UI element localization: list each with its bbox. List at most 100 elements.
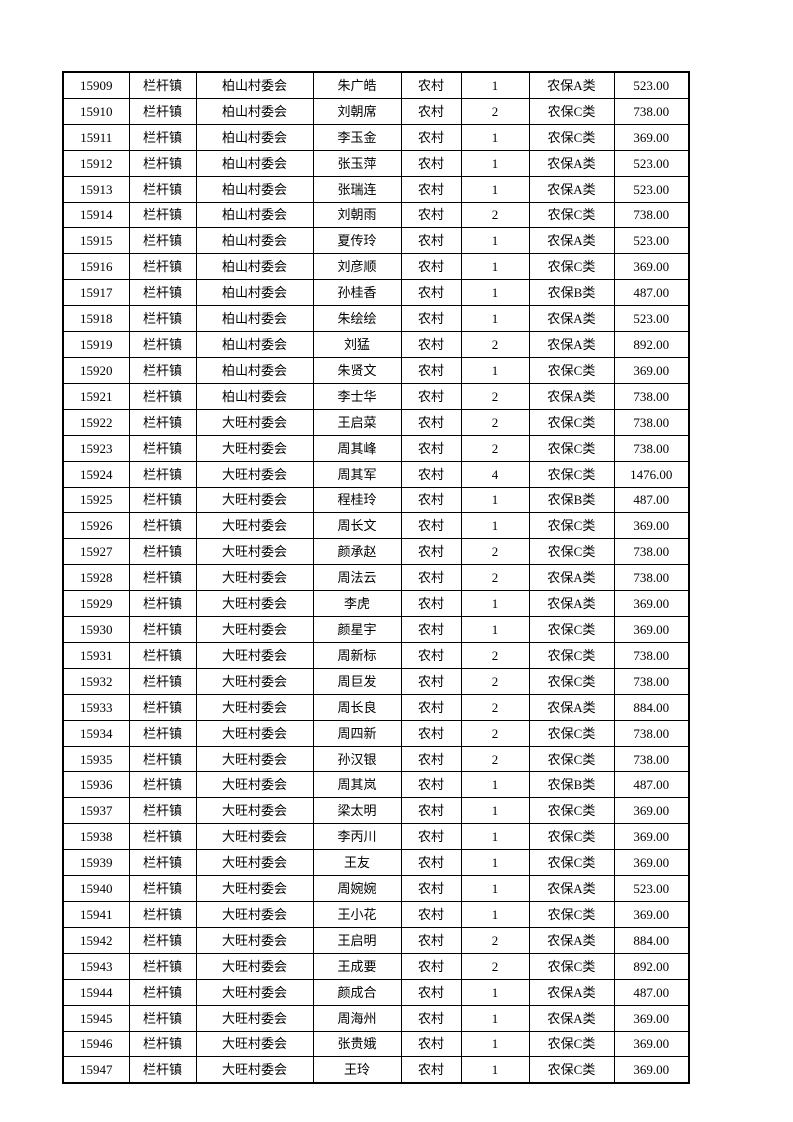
- village-committee-cell: 大旺村委会: [195, 564, 314, 592]
- person-name-cell: 刘朝雨: [312, 201, 402, 229]
- amount-cell: 738.00: [613, 641, 690, 669]
- person-count-cell: 1: [460, 1030, 530, 1058]
- village-committee-cell: 柏山村委会: [195, 71, 314, 99]
- amount-cell: 369.00: [613, 512, 690, 540]
- residence-type-cell: 农村: [400, 616, 462, 643]
- person-count-cell: 1: [460, 279, 530, 307]
- amount-cell: 892.00: [613, 331, 690, 358]
- village-committee-cell: 大旺村委会: [195, 1056, 314, 1084]
- record-id-cell: 15919: [62, 331, 130, 358]
- record-id-cell: 15938: [62, 823, 130, 851]
- record-id-cell: 15945: [62, 1004, 130, 1032]
- person-name-cell: 李玉金: [312, 123, 402, 151]
- person-name-cell: 程桂玲: [312, 486, 402, 514]
- residence-type-cell: 农村: [400, 901, 462, 928]
- person-name-cell: 颜成合: [312, 978, 402, 1006]
- table-row: 15939 栏杆镇 大旺村委会 王友 农村 1 农保C类 369.00: [62, 849, 690, 877]
- village-committee-cell: 柏山村委会: [195, 123, 314, 151]
- record-id-cell: 15937: [62, 797, 130, 825]
- town-cell: 栏杆镇: [128, 952, 197, 980]
- person-name-cell: 朱绘绘: [312, 305, 402, 333]
- village-committee-cell: 大旺村委会: [195, 797, 314, 825]
- person-name-cell: 刘猛: [312, 331, 402, 358]
- town-cell: 栏杆镇: [128, 538, 197, 566]
- person-count-cell: 2: [460, 693, 530, 721]
- record-id-cell: 15915: [62, 227, 130, 255]
- person-count-cell: 1: [460, 71, 530, 99]
- amount-cell: 523.00: [613, 175, 690, 203]
- insurance-category-cell: 农保C类: [528, 952, 615, 980]
- village-committee-cell: 柏山村委会: [195, 331, 314, 358]
- village-committee-cell: 大旺村委会: [195, 434, 314, 462]
- table-row: 15938 栏杆镇 大旺村委会 李丙川 农村 1 农保C类 369.00: [62, 823, 690, 851]
- table-body: 15909 栏杆镇 柏山村委会 朱广皓 农村 1 农保A类 523.00 15910 栏杆镇 柏山村…: [62, 71, 690, 1084]
- amount-cell: 523.00: [613, 305, 690, 333]
- person-count-cell: 1: [460, 149, 530, 177]
- person-count-cell: 1: [460, 590, 530, 618]
- residence-type-cell: 农村: [400, 538, 462, 566]
- residence-type-cell: 农村: [400, 408, 462, 436]
- town-cell: 栏杆镇: [128, 175, 197, 203]
- person-name-cell: 李丙川: [312, 823, 402, 851]
- insurance-category-cell: 农保C类: [528, 1030, 615, 1058]
- record-id-cell: 15917: [62, 279, 130, 307]
- table-row: 15930 栏杆镇 大旺村委会 颜星宇 农村 1 农保C类 369.00: [62, 616, 690, 643]
- person-count-cell: 1: [460, 771, 530, 799]
- village-committee-cell: 大旺村委会: [195, 719, 314, 747]
- record-id-cell: 15927: [62, 538, 130, 566]
- person-count-cell: 2: [460, 331, 530, 358]
- residence-type-cell: 农村: [400, 1004, 462, 1032]
- town-cell: 栏杆镇: [128, 486, 197, 514]
- table-row: 15935 栏杆镇 大旺村委会 孙汉银 农村 2 农保C类 738.00: [62, 745, 690, 773]
- table-row: 15916 栏杆镇 柏山村委会 刘彦顺 农村 1 农保C类 369.00: [62, 253, 690, 281]
- table-row: 15911 栏杆镇 柏山村委会 李玉金 农村 1 农保C类 369.00: [62, 123, 690, 151]
- record-id-cell: 15913: [62, 175, 130, 203]
- person-count-cell: 1: [460, 901, 530, 928]
- insurance-category-cell: 农保C类: [528, 719, 615, 747]
- insurance-category-cell: 农保A类: [528, 875, 615, 902]
- insurance-category-cell: 农保C类: [528, 538, 615, 566]
- person-count-cell: 2: [460, 719, 530, 747]
- insurance-category-cell: 农保C类: [528, 823, 615, 851]
- amount-cell: 523.00: [613, 149, 690, 177]
- table-row: 15920 栏杆镇 柏山村委会 朱贤文 农村 1 农保C类 369.00: [62, 356, 690, 384]
- residence-type-cell: 农村: [400, 97, 462, 125]
- person-count-cell: 1: [460, 797, 530, 825]
- person-name-cell: 朱广皓: [312, 71, 402, 99]
- village-committee-cell: 大旺村委会: [195, 408, 314, 436]
- record-id-cell: 15936: [62, 771, 130, 799]
- table-row: 15914 栏杆镇 柏山村委会 刘朝雨 农村 2 农保C类 738.00: [62, 201, 690, 229]
- person-name-cell: 孙桂香: [312, 279, 402, 307]
- village-committee-cell: 柏山村委会: [195, 227, 314, 255]
- amount-cell: 738.00: [613, 538, 690, 566]
- table-row: 15937 栏杆镇 大旺村委会 梁太明 农村 1 农保C类 369.00: [62, 797, 690, 825]
- person-count-cell: 1: [460, 356, 530, 384]
- record-id-cell: 15947: [62, 1056, 130, 1084]
- residence-type-cell: 农村: [400, 305, 462, 333]
- table-row: 15929 栏杆镇 大旺村委会 李虎 农村 1 农保A类 369.00: [62, 590, 690, 618]
- table-row: 15941 栏杆镇 大旺村委会 王小花 农村 1 农保C类 369.00: [62, 901, 690, 928]
- record-id-cell: 15931: [62, 641, 130, 669]
- town-cell: 栏杆镇: [128, 253, 197, 281]
- table-row: 15932 栏杆镇 大旺村委会 周巨发 农村 2 农保C类 738.00: [62, 667, 690, 695]
- amount-cell: 369.00: [613, 849, 690, 877]
- insurance-category-cell: 农保C类: [528, 356, 615, 384]
- residence-type-cell: 农村: [400, 175, 462, 203]
- amount-cell: 738.00: [613, 201, 690, 229]
- town-cell: 栏杆镇: [128, 123, 197, 151]
- person-name-cell: 王小花: [312, 901, 402, 928]
- town-cell: 栏杆镇: [128, 1004, 197, 1032]
- table-row: 15926 栏杆镇 大旺村委会 周长文 农村 1 农保C类 369.00: [62, 512, 690, 540]
- insurance-category-cell: 农保C类: [528, 667, 615, 695]
- town-cell: 栏杆镇: [128, 875, 197, 902]
- insurance-category-cell: 农保C类: [528, 797, 615, 825]
- town-cell: 栏杆镇: [128, 71, 197, 99]
- insurance-category-cell: 农保A类: [528, 175, 615, 203]
- person-count-cell: 2: [460, 408, 530, 436]
- residence-type-cell: 农村: [400, 460, 462, 488]
- person-name-cell: 王成要: [312, 952, 402, 980]
- record-id-cell: 15929: [62, 590, 130, 618]
- town-cell: 栏杆镇: [128, 901, 197, 928]
- residence-type-cell: 农村: [400, 1030, 462, 1058]
